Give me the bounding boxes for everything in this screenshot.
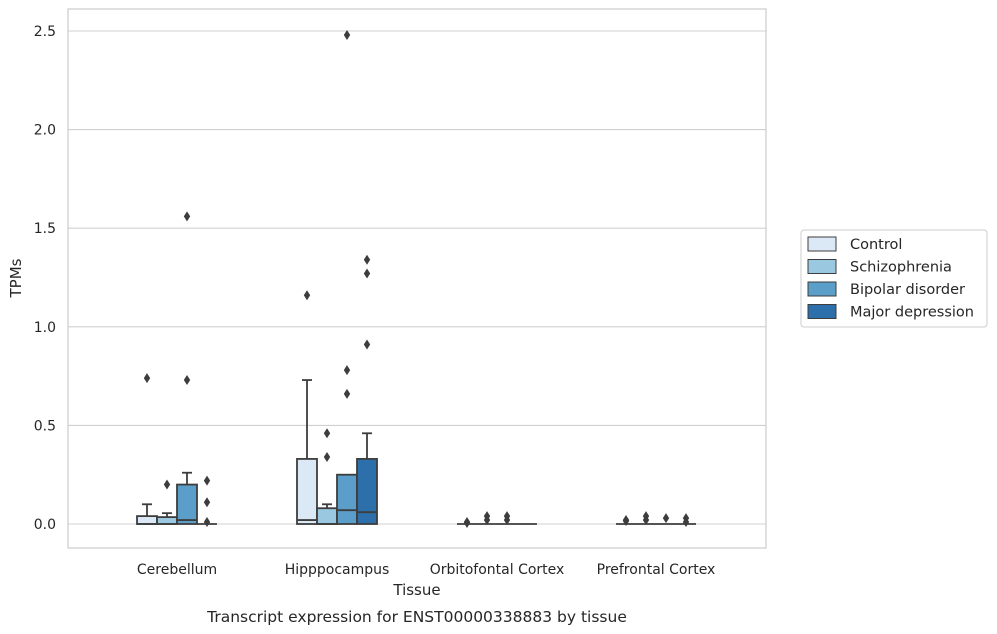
legend-swatch (807, 236, 837, 252)
legend-label: Bipolar disorder (850, 282, 965, 298)
outlier-point (183, 211, 191, 222)
outlier-point (682, 517, 690, 528)
y-axis-label: TPMs (7, 258, 25, 298)
x-tick-label: Orbitofontal Cortex (430, 562, 565, 578)
box-schizophrenia (156, 479, 178, 525)
x-tick-label: Cerebellum (137, 562, 217, 578)
grid-lines (68, 30, 766, 525)
box-control (457, 517, 477, 529)
plot-area-frame (67, 8, 767, 549)
outlier-point (343, 365, 351, 376)
box-control (296, 290, 318, 525)
box-major-depression (676, 513, 696, 528)
y-tick-label: 2.0 (34, 123, 56, 139)
outlier-point (183, 375, 191, 386)
outlier-point (622, 516, 630, 527)
box (136, 515, 158, 525)
y-tick-label: 1.0 (34, 320, 56, 336)
x-axis-label: Tissue (392, 581, 440, 599)
box-schizophrenia (477, 511, 497, 526)
y-tick-label: 1.5 (34, 221, 56, 237)
y-tick-label: 0.0 (34, 517, 56, 533)
outlier-point (463, 518, 471, 529)
outlier-point (363, 254, 371, 265)
box (176, 483, 198, 525)
legend-swatch (807, 281, 837, 297)
box-bipolar-disorder (176, 211, 198, 525)
legend-label: Control (850, 237, 902, 253)
outlier-point (323, 428, 331, 439)
legend-label: Major depression (850, 305, 974, 321)
outlier-point (203, 517, 211, 528)
legend: Control Schizophrenia Bipolar disorder Majo… (800, 229, 988, 328)
y-axis-ticks: 0.0 0.5 1.0 1.5 2.0 2.5 (34, 24, 56, 533)
legend-frame (800, 229, 988, 328)
box-schizophrenia (316, 428, 338, 525)
outlier-point (163, 479, 171, 490)
box-major-depression (356, 254, 378, 525)
outlier-point (203, 475, 211, 486)
outlier-point (363, 268, 371, 279)
outlier-point (363, 339, 371, 350)
legend-label: Schizophrenia (850, 260, 952, 276)
box (356, 458, 378, 525)
outlier-point (203, 497, 211, 508)
outlier-point (642, 515, 650, 526)
box-schizophrenia (636, 511, 656, 526)
legend-items: Control Schizophrenia Bipolar disorder Majo… (807, 236, 974, 321)
box-bipolar-disorder (336, 29, 358, 525)
box-control (136, 373, 158, 525)
box-bipolar-disorder (656, 513, 676, 525)
outlier-point (143, 373, 151, 384)
outlier-point (303, 290, 311, 301)
x-axis-ticks: Cerebellum Hipppocampus Orbitofontal Corte… (137, 562, 715, 578)
y-tick-label: 2.5 (34, 24, 56, 40)
box-control (616, 515, 636, 527)
box-plot-marks (136, 29, 696, 529)
x-tick-label: Prefrontal Cortex (597, 562, 716, 578)
box-major-depression (197, 475, 217, 528)
outlier-point (343, 29, 351, 40)
y-tick-label: 0.5 (34, 418, 56, 434)
box (156, 516, 178, 525)
outlier-point (503, 515, 511, 526)
x-tick-label: Hipppocampus (285, 562, 390, 578)
box (336, 473, 358, 525)
outlier-point (323, 451, 331, 462)
box-bipolar-disorder (497, 511, 517, 526)
outlier-point (483, 515, 491, 526)
outlier-point (343, 388, 351, 399)
outlier-point (662, 513, 670, 524)
box (296, 458, 318, 525)
figure-caption: Transcript expression for ENST0000033888… (206, 608, 627, 626)
legend-swatch (807, 304, 837, 319)
legend-swatch (807, 259, 837, 274)
box (316, 507, 338, 525)
